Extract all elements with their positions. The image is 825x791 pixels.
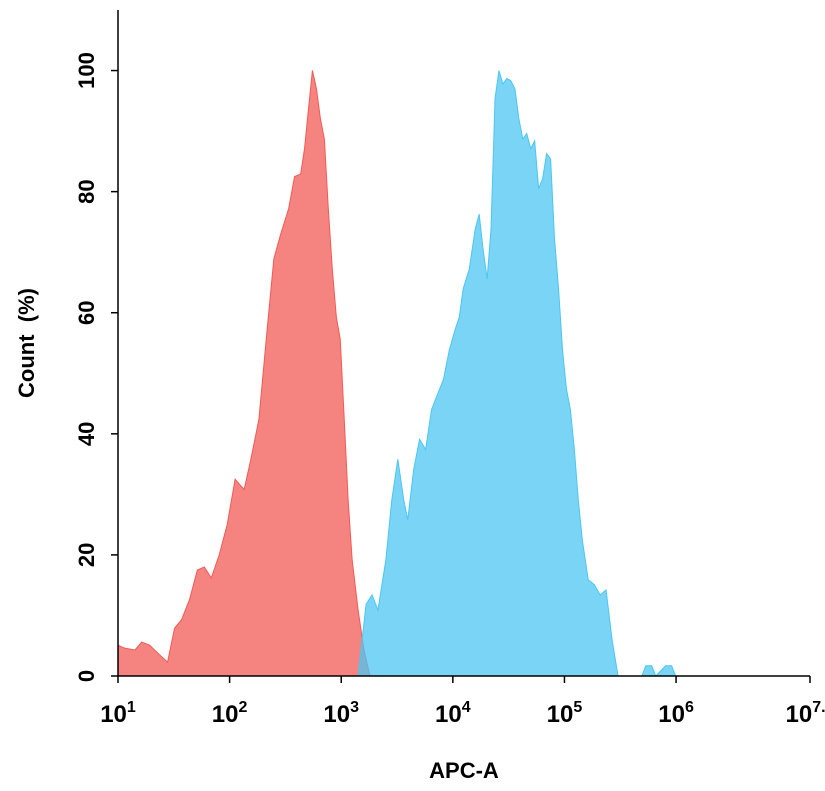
x-tick-label: 104 bbox=[435, 699, 471, 728]
x-tick-base: 10 bbox=[786, 701, 813, 728]
x-tick-base: 10 bbox=[547, 701, 574, 728]
x-tick-label: 103 bbox=[323, 699, 359, 728]
x-tick-base: 10 bbox=[323, 701, 350, 728]
histogram-area bbox=[117, 70, 371, 677]
y-tick-label: 40 bbox=[74, 422, 99, 446]
y-axis-label: Count (%) bbox=[14, 288, 39, 398]
x-tick-exponent: 3 bbox=[350, 699, 359, 716]
y-tick-label: 100 bbox=[74, 52, 99, 89]
x-tick-label: 107.2 bbox=[786, 699, 825, 728]
x-tick-label: 106 bbox=[658, 699, 694, 728]
x-tick-exponent: 2 bbox=[239, 699, 248, 716]
x-tick-label: 101 bbox=[100, 699, 136, 728]
x-tick-base: 10 bbox=[100, 701, 127, 728]
x-tick-label: 102 bbox=[212, 699, 248, 728]
y-tick-label: 80 bbox=[74, 179, 99, 203]
x-tick-base: 10 bbox=[435, 701, 462, 728]
y-tick-label: 0 bbox=[74, 670, 99, 682]
x-tick-label: 105 bbox=[547, 699, 583, 728]
y-tick-label: 20 bbox=[74, 543, 99, 567]
x-tick-exponent: 6 bbox=[685, 699, 694, 716]
x-tick-exponent: 5 bbox=[573, 699, 582, 716]
histogram-area bbox=[357, 70, 677, 677]
x-axis-label: APC-A bbox=[429, 758, 499, 783]
x-tick-exponent: 4 bbox=[462, 699, 471, 716]
x-tick-exponent: 7.2 bbox=[812, 699, 825, 716]
x-tick-base: 10 bbox=[212, 701, 239, 728]
x-tick-exponent: 1 bbox=[127, 699, 136, 716]
y-tick-label: 60 bbox=[74, 300, 99, 324]
x-tick-base: 10 bbox=[658, 701, 685, 728]
